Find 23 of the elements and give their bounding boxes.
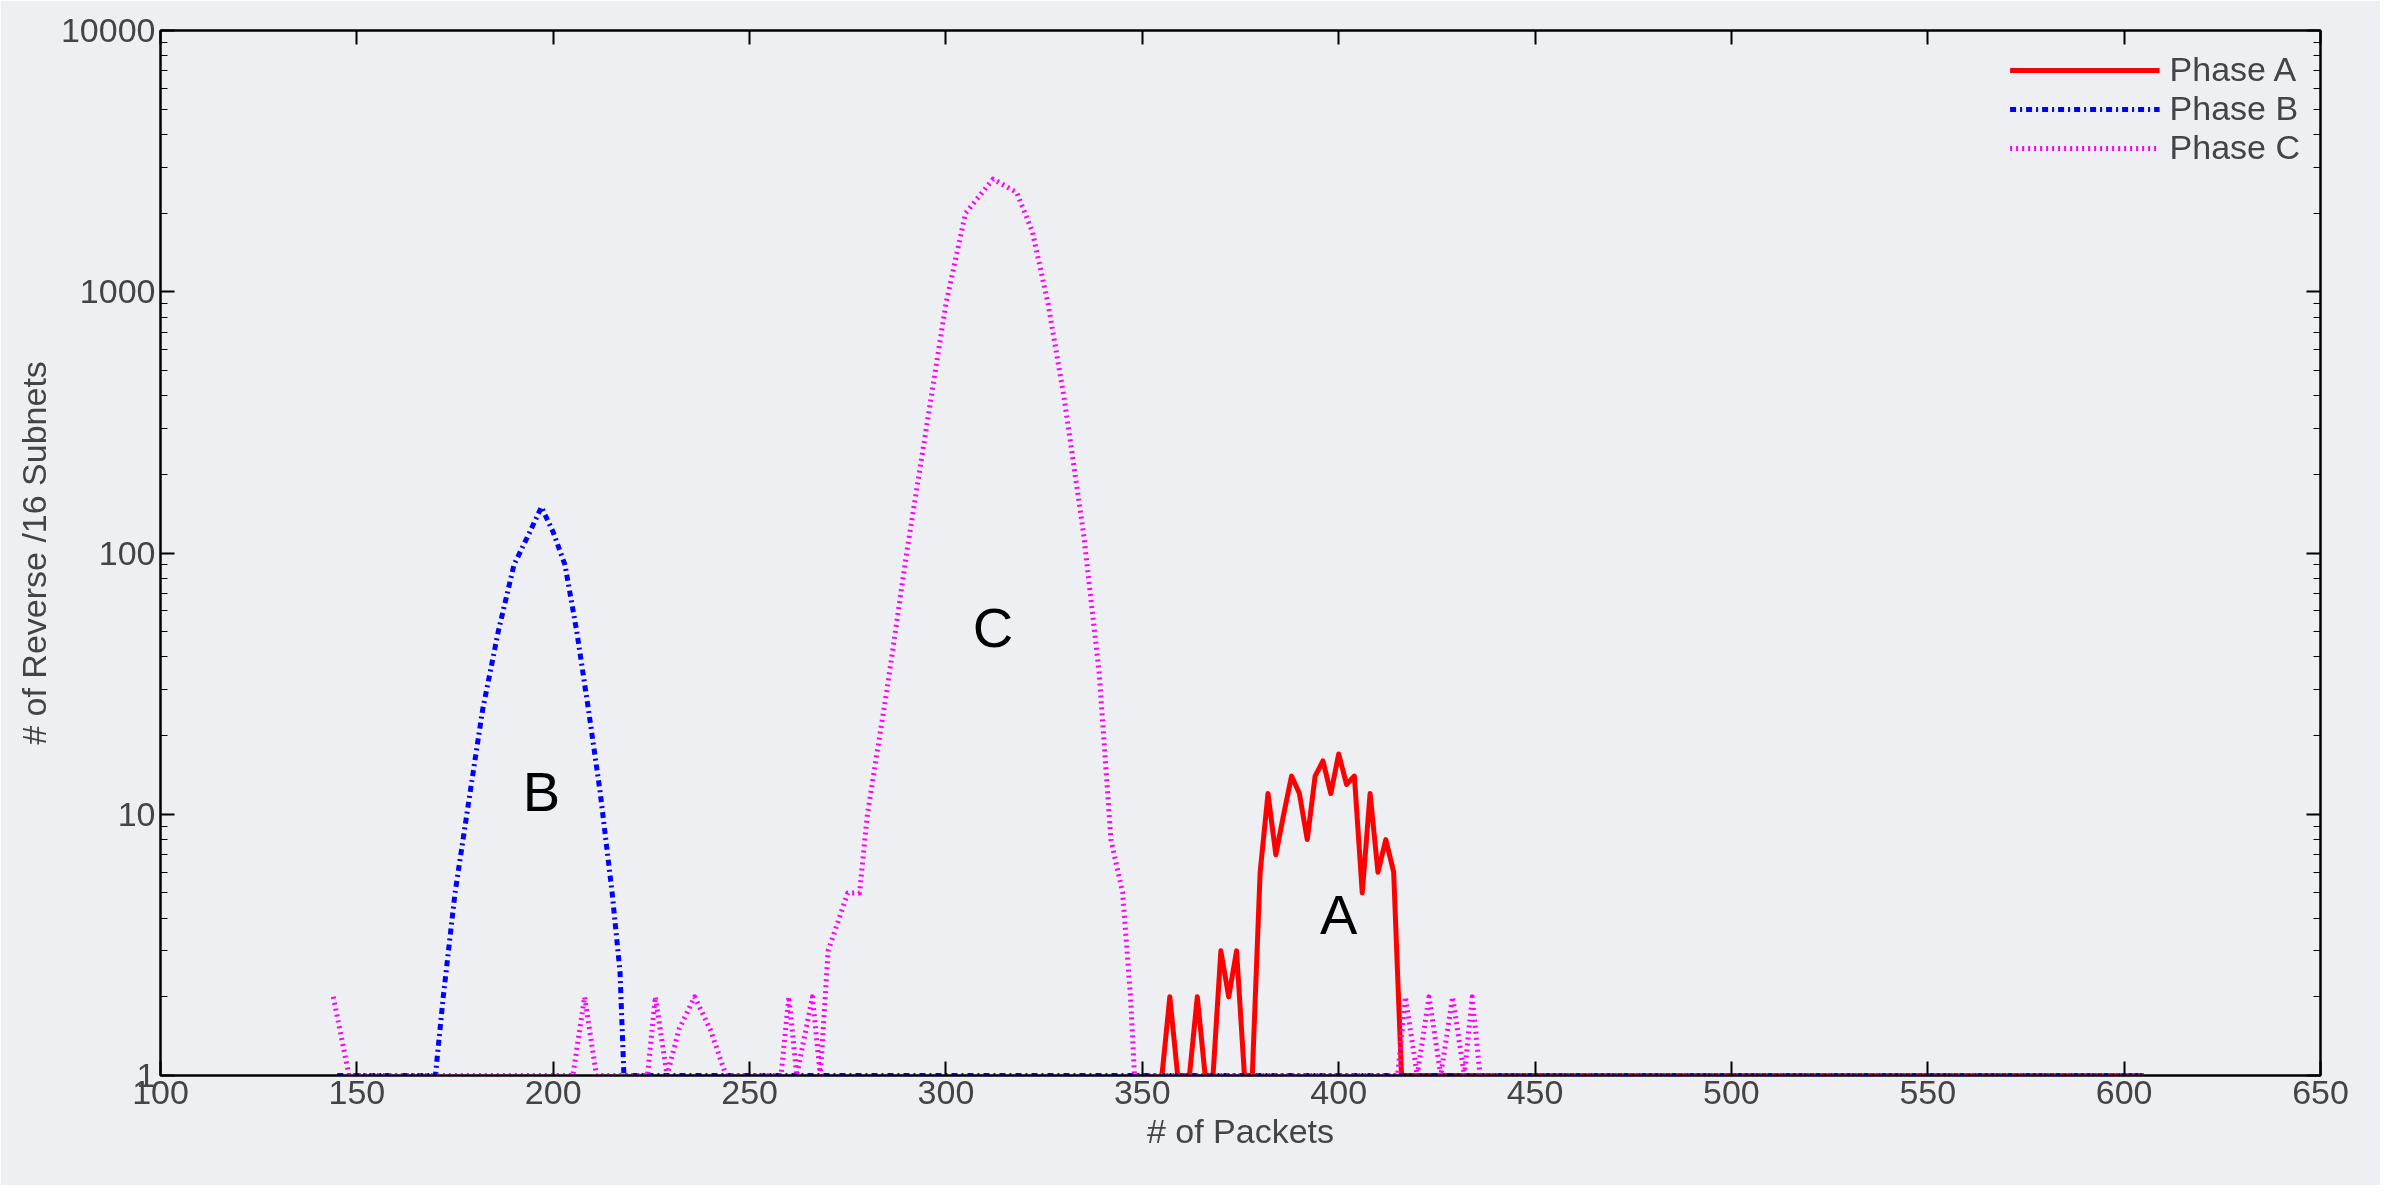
y-tick-label: 10 — [117, 794, 156, 833]
y-tick-label: 100 — [98, 533, 156, 572]
x-tick-label: 650 — [2292, 1072, 2349, 1111]
x-tick-label: 150 — [328, 1072, 386, 1111]
annotation: C — [972, 595, 1014, 659]
legend-label: Phase A — [2169, 50, 2297, 89]
y-tick-label: 1000 — [79, 272, 156, 311]
x-axis-title: # of Packets — [1146, 1111, 1335, 1150]
x-tick-label: 450 — [1506, 1072, 1564, 1111]
x-tick-label: 500 — [1703, 1072, 1760, 1111]
x-tick-label: 300 — [917, 1072, 975, 1111]
x-tick-label: 550 — [1899, 1072, 1957, 1111]
annotation: A — [1320, 883, 1359, 947]
legend-label: Phase B — [2169, 89, 2299, 128]
y-axis-title: # of Reverse /16 Subnets — [14, 361, 53, 745]
legend-label: Phase C — [2169, 128, 2300, 167]
x-tick-label: 350 — [1113, 1072, 1171, 1111]
x-tick-label: 200 — [524, 1072, 582, 1111]
annotation: B — [522, 759, 561, 823]
y-tick-label: 10000 — [60, 11, 156, 49]
x-tick-label: 600 — [2095, 1072, 2153, 1111]
x-tick-label: 250 — [721, 1072, 778, 1111]
x-tick-label: 400 — [1310, 1072, 1368, 1111]
